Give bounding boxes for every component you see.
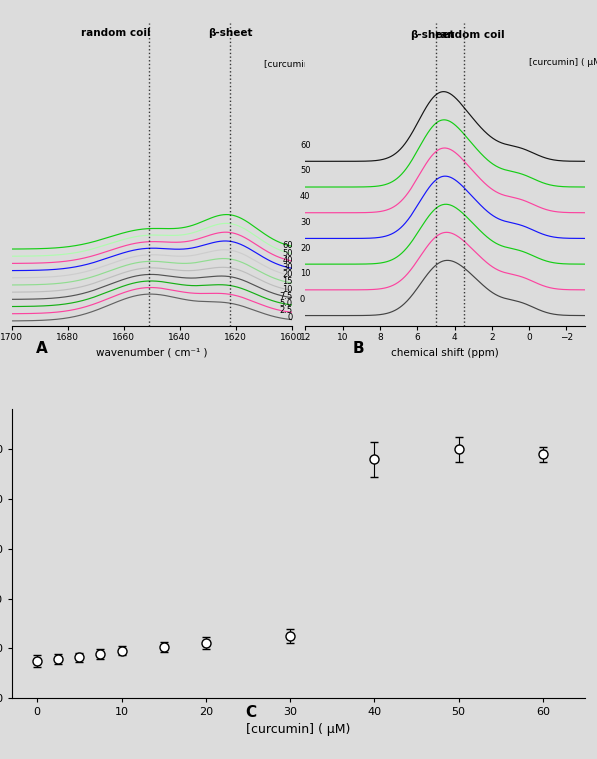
Text: [curcumin] ( μM): [curcumin] ( μM): [529, 58, 597, 68]
Text: β-sheet: β-sheet: [208, 28, 253, 38]
Text: random coil: random coil: [435, 30, 504, 40]
Text: 40: 40: [282, 256, 293, 265]
Text: 40: 40: [300, 192, 310, 201]
Text: 10: 10: [300, 269, 310, 279]
Text: [curcumin] ( μM): [curcumin] ( μM): [263, 60, 339, 69]
Text: 0: 0: [288, 313, 293, 323]
Text: B: B: [352, 341, 364, 356]
Text: 20: 20: [282, 270, 293, 279]
Text: 2.5: 2.5: [280, 306, 293, 315]
Text: 50: 50: [282, 248, 293, 257]
Text: 50: 50: [300, 166, 310, 175]
X-axis label: wavenumber ( cm⁻¹ ): wavenumber ( cm⁻¹ ): [96, 348, 208, 357]
Text: β-sheet: β-sheet: [410, 30, 454, 40]
X-axis label: chemical shift (ppm): chemical shift (ppm): [392, 348, 499, 357]
Text: A: A: [36, 341, 48, 356]
X-axis label: [curcumin] ( μM): [curcumin] ( μM): [247, 723, 350, 736]
Text: 30: 30: [300, 218, 310, 227]
Text: 20: 20: [300, 244, 310, 253]
Text: 7.5: 7.5: [279, 291, 293, 301]
Text: 0: 0: [300, 295, 305, 304]
Text: 5.0: 5.0: [280, 299, 293, 308]
Text: 10: 10: [282, 285, 293, 294]
Text: 60: 60: [282, 241, 293, 250]
Text: 15: 15: [282, 277, 293, 286]
Text: 60: 60: [300, 140, 310, 150]
Text: C: C: [245, 705, 256, 720]
Text: random coil: random coil: [81, 28, 150, 38]
Text: 30: 30: [282, 263, 293, 272]
